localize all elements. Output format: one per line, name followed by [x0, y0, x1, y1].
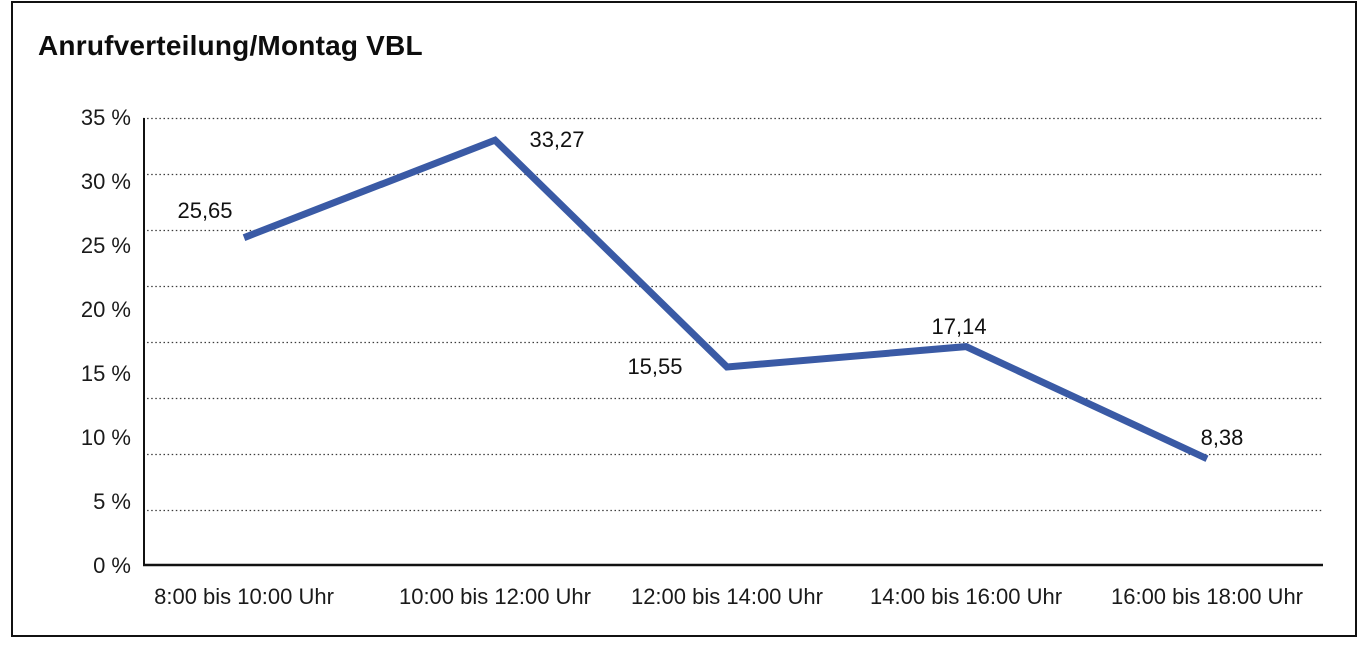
- y-tick-label: 25 %: [80, 233, 131, 258]
- line-chart-svg: [143, 117, 1323, 567]
- x-tick-label: 14:00 bis 16:00 Uhr: [870, 584, 1063, 609]
- chart-title: Anrufverteilung/Montag VBL: [38, 30, 423, 61]
- y-tick-label: 10 %: [80, 425, 131, 450]
- data-line: [242, 136, 1209, 462]
- y-tick-label: 20 %: [80, 297, 131, 322]
- y-tick-label: 35 %: [80, 105, 131, 130]
- point-label: 15,55: [627, 353, 683, 379]
- y-tick-label: 0 %: [93, 553, 131, 578]
- x-tick-label: 16:00 bis 18:00 Uhr: [1110, 584, 1304, 609]
- y-tick-label: 15 %: [80, 361, 131, 386]
- x-tick-label: 12:00 bis 14:00 Uhr: [630, 584, 823, 609]
- chart-frame: [11, 1, 1357, 637]
- point-label: 8,38: [1200, 424, 1244, 450]
- y-tick-label: 30 %: [80, 169, 131, 194]
- point-label: 25,65: [177, 197, 233, 223]
- plot-area: [143, 117, 1323, 567]
- x-tick-label: 8:00 bis 10:00 Uhr: [154, 584, 334, 609]
- x-tick-label: 10:00 bis 12:00 Uhr: [398, 584, 591, 609]
- point-label: 33,27: [529, 127, 585, 153]
- y-tick-label: 5 %: [93, 489, 131, 514]
- point-label: 17,14: [931, 313, 987, 339]
